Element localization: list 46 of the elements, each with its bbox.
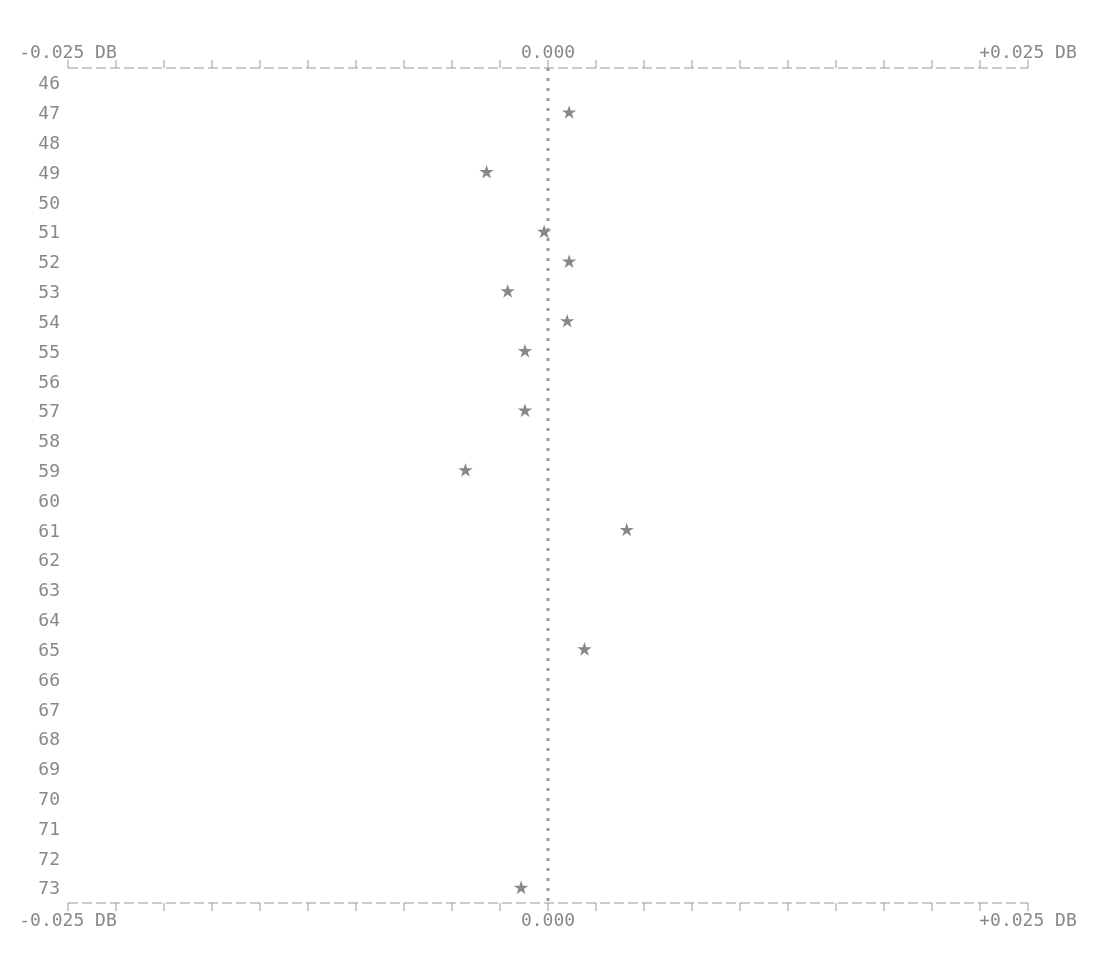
y-tick-label: 64: [38, 609, 60, 631]
y-tick-label: 49: [38, 161, 60, 183]
y-tick-label: 69: [38, 758, 60, 780]
point: [561, 105, 577, 119]
y-tick-label: 47: [38, 102, 60, 124]
y-tick-label: 54: [38, 310, 60, 332]
y-tick-label: 65: [38, 638, 60, 660]
y-tick-label: 72: [38, 847, 60, 869]
point: [513, 880, 529, 895]
y-tick-label: 50: [38, 191, 60, 213]
y-tick-label: 53: [38, 281, 60, 303]
point: [536, 224, 552, 239]
x2-tick-label: 0.000: [520, 41, 576, 62]
y-tick-label: 60: [38, 489, 60, 511]
y-tick-label: 56: [38, 370, 60, 392]
y-tick-label: 70: [38, 788, 60, 810]
y-tick-label: 66: [38, 668, 60, 690]
y-tick-label: 46: [38, 72, 60, 94]
y-tick-label: 51: [38, 221, 60, 243]
x-tick-label: -0.025 DB: [19, 908, 117, 930]
y-tick-label: 59: [38, 459, 60, 481]
point: [479, 164, 494, 179]
y-tick-label: 73: [38, 877, 60, 899]
x-tick-label: 0.000: [520, 908, 576, 930]
y-tick-label: 67: [38, 698, 60, 720]
x-tick-label: +0.025 DB: [979, 908, 1077, 930]
point: [560, 313, 575, 328]
y-tick-label: 63: [38, 579, 60, 601]
point: [458, 463, 473, 477]
point: [619, 522, 634, 537]
y-tick-label: 61: [38, 519, 60, 541]
y-tick-label: 71: [38, 817, 60, 839]
y-tick-label: 68: [38, 728, 60, 750]
x2-tick-label: +0.025 DB: [979, 41, 1077, 62]
point: [561, 254, 577, 268]
y-tick-label: 48: [38, 131, 60, 153]
point: [517, 343, 533, 358]
y-tick-label: 58: [38, 430, 60, 452]
x2-tick-label: -0.025 DB: [19, 41, 117, 62]
y-tick-label: 57: [38, 400, 60, 422]
y-tick-label: 52: [38, 251, 60, 273]
point: [577, 641, 592, 656]
point: [517, 403, 533, 418]
y-tick-label: 55: [38, 340, 60, 362]
point: [500, 284, 515, 298]
y-tick-label: 62: [38, 549, 60, 571]
